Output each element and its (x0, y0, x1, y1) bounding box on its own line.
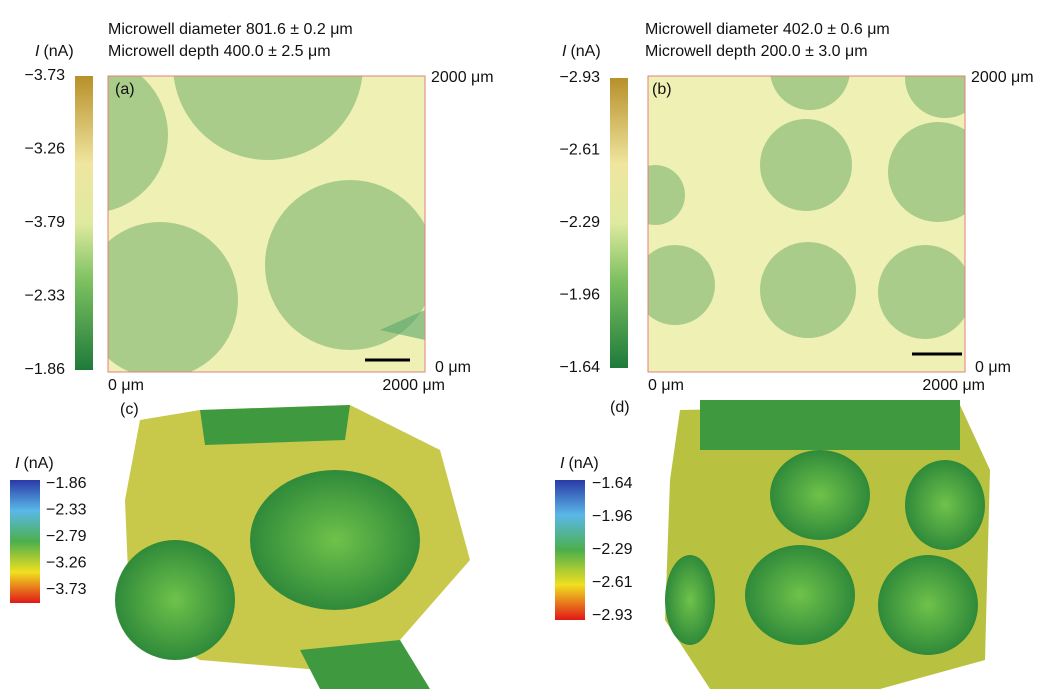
colorbar-unit: (nA) (23, 455, 53, 472)
colorbar-tick-label: −3.26 (46, 555, 87, 572)
colorbar (10, 480, 40, 603)
colorbar-tick-label: −2.79 (46, 528, 87, 545)
surface-3d-d (665, 400, 990, 689)
colorbar-title: I(nA) (560, 455, 599, 472)
axis-label: 0 μm (975, 359, 1011, 376)
colorbar-tick-label: −2.61 (592, 574, 633, 591)
colorbar-tick-label: −2.93 (592, 607, 633, 624)
colorbar-unit: (nA) (568, 455, 598, 472)
axis-label: 0 μm (108, 377, 144, 394)
colorbar-tick-label: −2.61 (560, 142, 601, 159)
colorbar-tick-label: −1.64 (560, 359, 601, 376)
surface-3d-c (115, 405, 470, 689)
axis-label: 2000 μm (431, 69, 494, 86)
colorbar-title: I(nA) (15, 455, 54, 472)
colorbar-symbol: I (15, 455, 20, 472)
panel-label: (d) (610, 399, 630, 416)
colorbar-tick-label: −1.96 (560, 287, 601, 304)
colorbar-tick-label: −2.33 (46, 502, 87, 519)
colorbar-tick-label: −2.33 (25, 288, 66, 305)
colorbar-tick-label: −3.73 (46, 581, 87, 598)
colorbar-symbol: I (560, 455, 565, 472)
page: (a)I(nA)−3.73−3.26−3.79−2.33−1.86Microwe… (0, 0, 1045, 689)
map-b (625, 30, 988, 372)
panel-title: Microwell depth 400.0 ± 2.5 μm (108, 43, 331, 60)
axis-label: 0 μm (648, 377, 684, 394)
panel-label: (a) (115, 81, 135, 98)
axis-label: 2000 μm (922, 377, 985, 394)
colorbar-symbol: I (562, 43, 567, 60)
axis-label: 2000 μm (971, 69, 1034, 86)
colorbar-tick-label: −2.29 (560, 214, 601, 231)
panel-title: Microwell depth 200.0 ± 3.0 μm (645, 43, 868, 60)
colorbar-title: I(nA) (562, 43, 601, 60)
axis-label: 2000 μm (382, 377, 445, 394)
colorbar-tick-label: −1.96 (592, 508, 633, 525)
colorbar-tick-label: −1.86 (46, 475, 87, 492)
axis-label: 0 μm (435, 359, 471, 376)
panel-title: Microwell diameter 402.0 ± 0.6 μm (645, 21, 890, 38)
colorbar (610, 78, 628, 368)
figure: (a)I(nA)−3.73−3.26−3.79−2.33−1.86Microwe… (0, 0, 1045, 689)
panel-label: (c) (120, 401, 139, 418)
colorbar (555, 480, 585, 620)
colorbar-unit: (nA) (570, 43, 600, 60)
colorbar-tick-label: −1.86 (25, 361, 66, 378)
colorbar-symbol: I (35, 43, 40, 60)
panel-title: Microwell diameter 801.6 ± 0.2 μm (108, 21, 353, 38)
panel-label: (b) (652, 81, 672, 98)
colorbar-tick-label: −2.93 (560, 69, 601, 86)
colorbar-tick-label: −3.26 (25, 141, 66, 158)
colorbar-tick-label: −3.79 (25, 214, 66, 231)
colorbar-tick-label: −1.64 (592, 475, 633, 492)
colorbar-tick-label: −2.29 (592, 541, 633, 558)
colorbar-tick-label: −3.73 (25, 67, 66, 84)
colorbar (75, 76, 93, 370)
colorbar-title: I(nA) (35, 43, 74, 60)
colorbar-unit: (nA) (43, 43, 73, 60)
